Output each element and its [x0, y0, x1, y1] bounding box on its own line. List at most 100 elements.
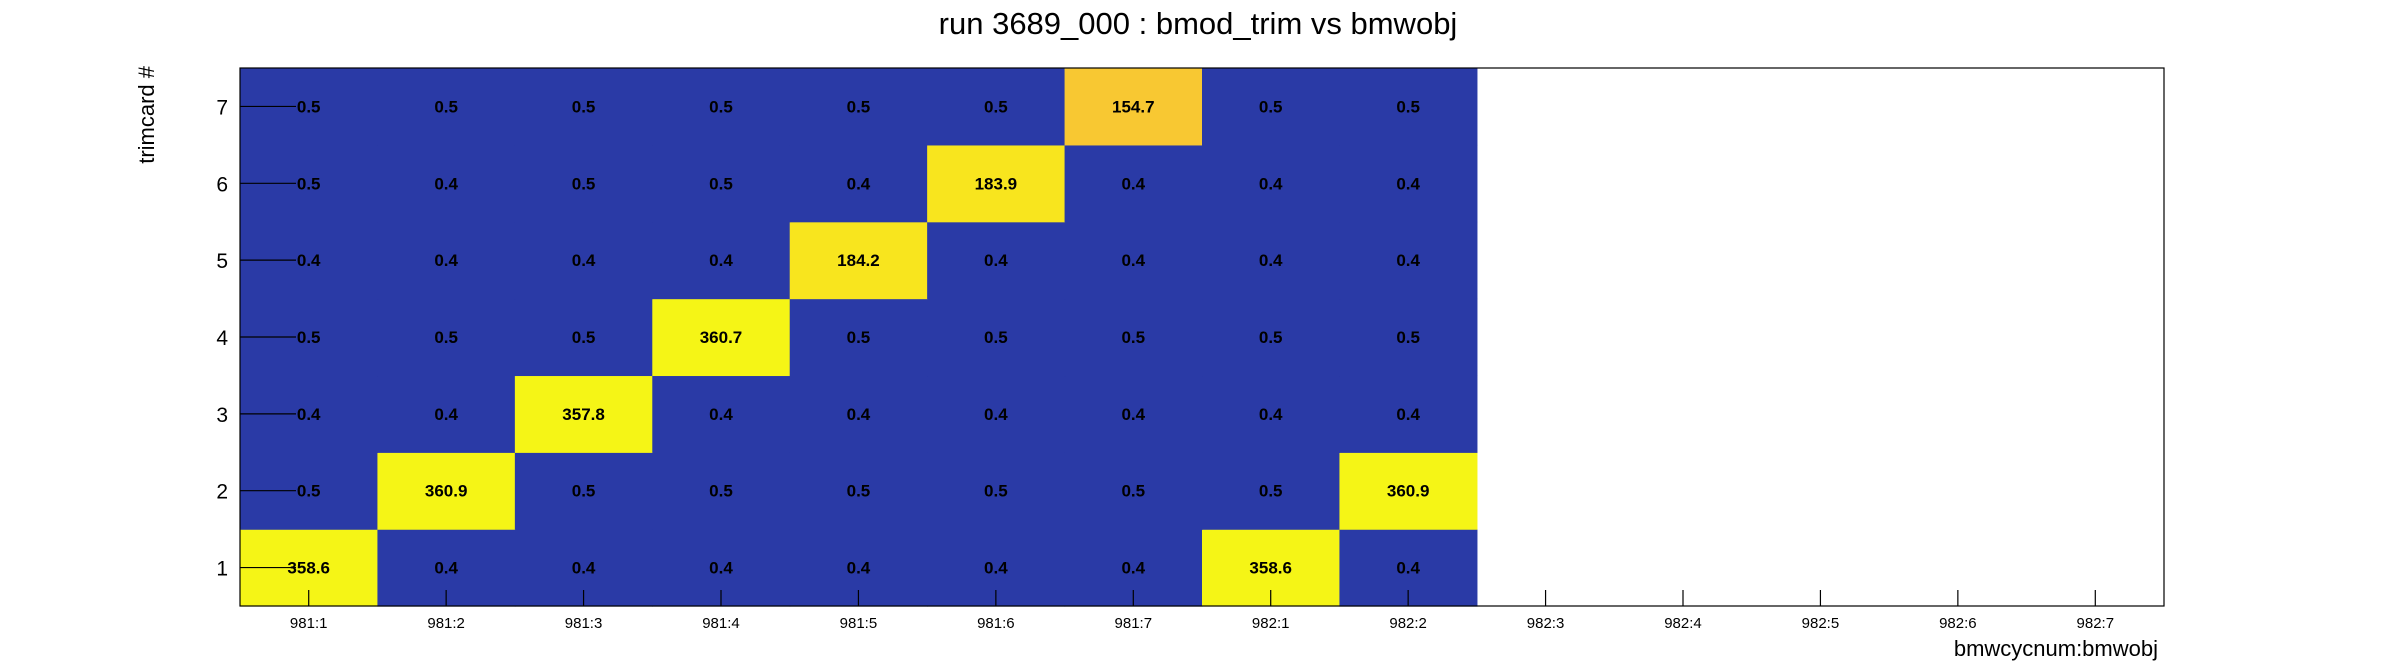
cell-value-label: 0.4 — [1396, 251, 1420, 270]
x-axis-ticks: 981:1 981:2 981:3 981:4 981:5 981:6 981:7 982:1… — [290, 590, 2114, 632]
heatmap-cell — [927, 221, 1066, 300]
heatmap-cell — [652, 68, 791, 146]
heatmap-cell — [1202, 298, 1341, 377]
y-tick-label: 3 — [216, 404, 228, 427]
x-tick-label: 981:4 — [702, 615, 740, 632]
heatmap-cell — [1064, 452, 1203, 530]
cell-value-label: 0.4 — [434, 251, 458, 270]
cell-value-label: 0.5 — [572, 328, 596, 347]
cell-value-label: 0.5 — [1259, 97, 1283, 116]
cell-value-label: 358.6 — [1249, 559, 1292, 578]
x-tick-label: 982:5 — [1802, 615, 1840, 632]
x-tick-label: 982:6 — [1939, 615, 1977, 632]
cell-value-label: 0.4 — [1396, 405, 1420, 424]
cell-value-label: 0.4 — [1259, 174, 1283, 193]
cell-value-label: 0.5 — [1396, 97, 1420, 116]
x-tick-label: 982:7 — [2077, 615, 2115, 632]
x-tick-label: 982:1 — [1252, 615, 1290, 632]
heatmap-cell — [377, 298, 516, 377]
heatmap-cell — [789, 221, 928, 300]
cell-value-label: 0.4 — [434, 559, 458, 578]
cell-value-label: 0.4 — [572, 559, 596, 578]
cell-value-label: 0.4 — [1121, 251, 1145, 270]
cell-value-label: 0.4 — [434, 405, 458, 424]
x-tick-label: 981:6 — [977, 615, 1015, 632]
cell-value-label: 0.4 — [709, 405, 733, 424]
cell-value-label: 0.4 — [847, 174, 871, 193]
x-tick-label: 982:2 — [1389, 615, 1427, 632]
heatmap-cell — [1339, 221, 1478, 300]
heatmap-cell — [377, 144, 516, 223]
cell-value-label: 0.5 — [1121, 482, 1145, 501]
y-tick-label: 2 — [216, 481, 228, 504]
heatmap-cell — [1064, 68, 1203, 146]
cell-value-label: 0.5 — [1259, 482, 1283, 501]
cell-value-label: 0.4 — [1396, 559, 1420, 578]
cell-value-label: 358.6 — [287, 559, 330, 578]
cell-value-label: 0.5 — [572, 482, 596, 501]
heatmap-cell — [927, 375, 1066, 453]
heatmap-cell — [1202, 68, 1341, 146]
heatmap-cell — [789, 375, 928, 453]
cell-value-label: 0.5 — [709, 482, 733, 501]
heatmap-cell — [1202, 144, 1341, 223]
cell-value-label: 0.5 — [1121, 328, 1145, 347]
cell-value-label: 0.4 — [297, 405, 321, 424]
heatmap-cell — [927, 144, 1066, 223]
cell-value-label: 0.5 — [984, 97, 1008, 116]
heatmap-cell — [652, 298, 791, 377]
cell-value-label: 0.5 — [572, 174, 596, 193]
cell-value-label: 0.5 — [847, 97, 871, 116]
cell-value-label: 0.4 — [1259, 251, 1283, 270]
cell-value-label: 0.5 — [709, 97, 733, 116]
heatmap-cell — [652, 144, 791, 223]
cell-value-label: 0.4 — [709, 559, 733, 578]
heatmap-cell — [1064, 375, 1203, 453]
cell-value-label: 0.5 — [297, 97, 321, 116]
cell-value-label: 0.4 — [434, 174, 458, 193]
y-tick-label: 4 — [216, 327, 228, 350]
heatmap-cell — [1339, 452, 1478, 530]
chart-title: run 3689_000 : bmod_trim vs bmwobj — [939, 6, 1458, 41]
cell-value-label: 0.4 — [984, 251, 1008, 270]
cell-value-label: 154.7 — [1112, 97, 1155, 116]
cell-value-label: 0.4 — [709, 251, 733, 270]
cell-value-label: 0.4 — [572, 251, 596, 270]
heatmap-cell — [377, 221, 516, 300]
x-tick-label: 981:7 — [1115, 615, 1153, 632]
cell-value-label: 0.4 — [847, 559, 871, 578]
cell-value-label: 0.5 — [984, 328, 1008, 347]
cell-value-label: 360.9 — [425, 482, 468, 501]
cell-value-label: 0.5 — [297, 174, 321, 193]
cell-value-label: 0.5 — [434, 97, 458, 116]
heatmap-cell — [1339, 375, 1478, 453]
cell-value-label: 184.2 — [837, 251, 880, 270]
heatmap-cell — [1339, 68, 1478, 146]
x-axis-label: bmwcycnum:bmwobj — [1954, 636, 2158, 661]
cell-value-label: 0.4 — [1121, 559, 1145, 578]
heatmap-cell — [377, 452, 516, 530]
x-tick-label: 981:5 — [840, 615, 878, 632]
cell-value-label: 0.5 — [1259, 328, 1283, 347]
x-tick-label: 981:2 — [427, 615, 465, 632]
heatmap-cell — [789, 298, 928, 377]
cell-value-label: 0.5 — [297, 482, 321, 501]
heatmap-cell — [514, 221, 653, 300]
cell-value-label: 0.5 — [847, 328, 871, 347]
cell-value-label: 360.7 — [700, 328, 743, 347]
heatmap-cell — [652, 375, 791, 453]
cell-value-label: 0.4 — [1259, 405, 1283, 424]
heatmap-cell — [1202, 452, 1341, 530]
heatmap-cell — [927, 298, 1066, 377]
cell-value-label: 360.9 — [1387, 482, 1430, 501]
cell-value-label: 0.4 — [1121, 174, 1145, 193]
heatmap-cell — [1202, 221, 1341, 300]
heatmap-cell — [789, 68, 928, 146]
x-tick-label: 981:3 — [565, 615, 603, 632]
x-tick-label: 981:1 — [290, 615, 328, 632]
heatmap-cell — [514, 375, 653, 453]
y-tick-label: 1 — [216, 558, 228, 581]
heatmap-cell — [514, 144, 653, 223]
heatmap-cell — [514, 298, 653, 377]
